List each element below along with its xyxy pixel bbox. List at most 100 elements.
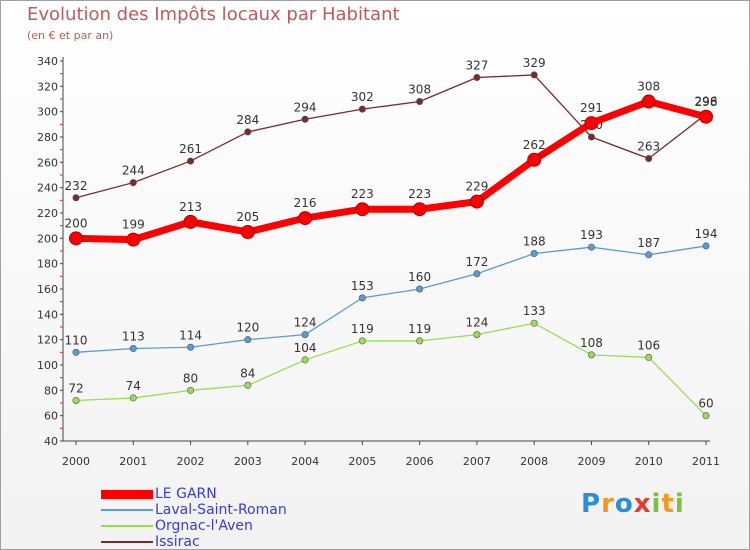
data-point (416, 98, 424, 106)
data-label: 104 (294, 341, 317, 355)
data-point (301, 115, 309, 123)
legend-swatch (101, 489, 153, 499)
data-label: 302 (351, 90, 374, 104)
series-line (75, 74, 707, 199)
data-label: 261 (179, 142, 202, 156)
data-label: 187 (637, 236, 660, 250)
data-point (530, 319, 538, 327)
legend-label: LE GARN (155, 486, 217, 502)
data-point (244, 336, 252, 344)
x-tick-label: 2005 (348, 455, 376, 468)
data-point (530, 71, 538, 79)
y-tick-label: 80 (44, 384, 58, 397)
x-tick-label: 2003 (234, 455, 262, 468)
data-point (69, 231, 83, 246)
legend-item: Issirac (101, 534, 361, 550)
legend-item: LE GARN (101, 486, 361, 502)
y-tick-label: 240 (37, 182, 58, 195)
data-label: 172 (465, 255, 488, 269)
data-point (301, 356, 309, 364)
x-tick-label: 2004 (291, 455, 319, 468)
data-label: 194 (695, 227, 718, 241)
data-point (187, 157, 195, 165)
data-point (587, 243, 595, 251)
data-label: 110 (65, 333, 88, 347)
data-point (72, 348, 80, 356)
legend-item: Laval-Saint-Roman (101, 502, 361, 518)
data-label: 296 (695, 95, 718, 109)
data-point (129, 179, 137, 187)
data-point (355, 202, 370, 217)
brand-logo-letter: P (581, 489, 602, 519)
data-point (702, 412, 710, 420)
y-tick-label: 120 (37, 334, 58, 347)
data-point (72, 396, 80, 404)
data-label: 308 (408, 83, 431, 97)
data-point (187, 386, 195, 394)
data-label: 124 (294, 316, 317, 330)
data-label: 108 (580, 336, 603, 350)
data-label: 84 (240, 366, 255, 380)
brand-logo-letter: i (651, 489, 662, 519)
series-orgnac-l-aven: 72 74 80 84 104 119 119 124 133 108 106 60 (68, 304, 714, 420)
series-line (75, 98, 707, 244)
data-point (240, 225, 255, 239)
data-label: 298 (695, 95, 718, 109)
brand-logo-letter: x (633, 489, 652, 519)
y-tick-label: 320 (37, 80, 58, 93)
y-tick-label: 60 (44, 410, 58, 423)
data-label: 124 (465, 316, 488, 330)
data-point (416, 285, 424, 293)
x-tick-label: 2010 (635, 455, 663, 468)
data-point (469, 194, 484, 209)
y-tick-label: 140 (37, 308, 58, 321)
brand-logo-letter: r (601, 489, 615, 519)
x-tick-label: 2001 (119, 455, 147, 468)
brand-logo-letter: t (661, 489, 675, 519)
data-label: 133 (523, 304, 546, 318)
x-tick-label: 2011 (692, 455, 720, 468)
data-label: 216 (294, 196, 317, 210)
y-tick-label: 100 (37, 359, 58, 372)
legend-label: Orgnac-l'Aven (155, 518, 253, 534)
data-point (416, 337, 424, 345)
legend-item: Orgnac-l'Aven (101, 518, 361, 534)
data-point (645, 155, 653, 163)
legend-label: Laval-Saint-Roman (155, 502, 287, 518)
y-tick-label: 280 (37, 131, 58, 144)
data-label: 232 (65, 179, 88, 193)
data-point (645, 353, 653, 361)
data-label: 229 (465, 180, 488, 194)
data-point (473, 73, 481, 81)
data-point (358, 337, 366, 345)
series-line (75, 322, 707, 417)
data-label: 291 (580, 101, 603, 115)
data-point (358, 294, 366, 302)
legend: LE GARN Laval-Saint-Roman Orgnac-l'Aven Iss… (101, 486, 361, 550)
data-point (183, 214, 198, 229)
data-point (584, 116, 599, 131)
data-label: 294 (294, 100, 317, 114)
data-point (129, 345, 137, 353)
data-label: 223 (408, 187, 431, 201)
data-label: 120 (236, 321, 259, 335)
x-tick-label: 2002 (177, 455, 205, 468)
data-point (530, 250, 538, 258)
chart-title: Evolution des Impôts locaux par Habitant (27, 4, 400, 25)
data-label: 223 (351, 187, 374, 201)
y-tick-label: 300 (37, 106, 58, 119)
data-label: 160 (408, 270, 431, 284)
series-le-garn: 200 199 213 205 216 223 223 229 262 291 308 296 (65, 80, 718, 247)
data-label: 329 (523, 56, 546, 70)
series-laval-saint-roman: 110 113 114 120 124 153 160 172 188 193 187 194 (65, 227, 718, 356)
x-tick-label: 2009 (577, 455, 605, 468)
data-point (699, 109, 713, 124)
data-label: 308 (637, 80, 660, 94)
data-label: 327 (465, 58, 488, 72)
data-label: 188 (523, 235, 546, 249)
data-point (702, 242, 710, 250)
data-label: 193 (580, 228, 603, 242)
data-label: 205 (236, 210, 259, 224)
series-issirac: 232244261284294302308327329280263298 (65, 56, 718, 202)
data-label: 199 (122, 218, 145, 232)
